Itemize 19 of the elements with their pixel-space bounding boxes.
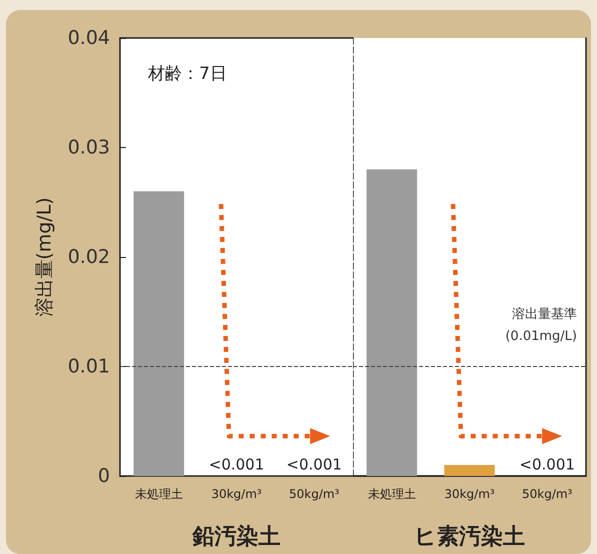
x-axis-title: 鉛汚染土 [192,524,280,550]
y-axis-title: 溶出量(mg/L) [34,197,56,317]
y-tick-label: 0 [98,465,110,487]
x-axis-title: ヒ素汚染土 [414,524,524,550]
text: <0.001 [518,456,574,474]
y-tick-label: 0.01 [68,356,110,378]
annotation: 材齢：7日 [147,64,227,84]
x-tick-label: 未処理土 [367,487,416,501]
x-tick-label: 30kg/m³ [211,487,262,501]
text: <0.001 [286,456,342,474]
y-tick-label: 0.03 [68,136,110,158]
x-tick-label: 未処理土 [134,487,183,501]
x-tick-label: 50kg/m³ [288,487,340,501]
x-tick-label: 50kg/m³ [521,487,572,501]
y-tick-label: 0.02 [68,246,110,268]
text: <0.001 [208,456,264,474]
ref-line-label: 溶出量基準 (0.01mg/L) [504,306,576,344]
y-tick-label: 0.04 [68,27,110,49]
x-tick-label: 30kg/m³ [444,487,494,501]
